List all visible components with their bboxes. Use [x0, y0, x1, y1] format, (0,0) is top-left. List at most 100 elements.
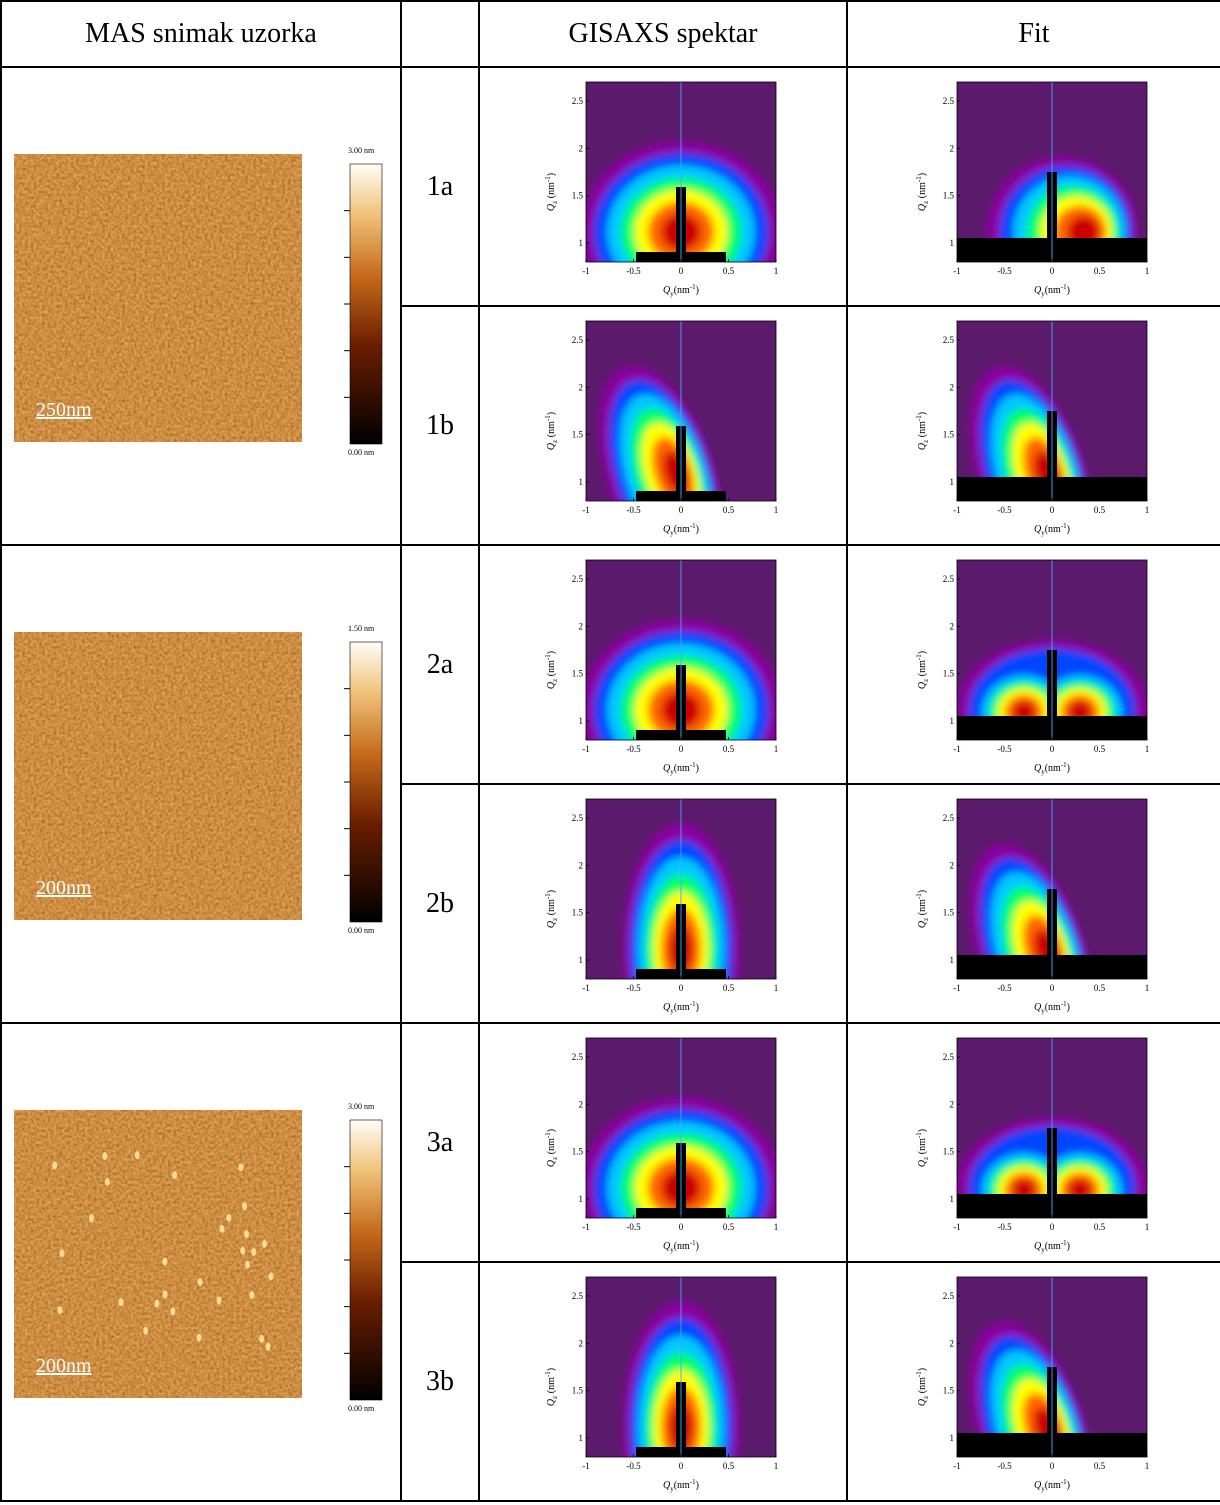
x-tick-label: 1 [774, 1222, 779, 1232]
y-axis-label: Qz (nm-1) [544, 412, 559, 450]
y-axis-label: Qz (nm-1) [544, 173, 559, 211]
x-tick-label: 0 [1050, 744, 1055, 754]
gisaxs-cell: -1 -0.5 0 0.5 1 1 1.5 2 2.5 Qy(nm-1) Qz (nm-1) [478, 544, 848, 785]
afm-cell: 200nm 3.00 nm 0.00 nm [0, 1022, 402, 1502]
x-tick-label: 0 [1050, 983, 1055, 993]
x-tick-label: 1 [774, 505, 779, 515]
y-tick-label: 2.5 [943, 1291, 955, 1301]
afm-cell: 250nm 3.00 nm 0.00 nm [0, 66, 402, 546]
x-tick-label: -1 [953, 1461, 961, 1471]
x-tick-label: -0.5 [626, 266, 641, 276]
x-tick-label: -1 [582, 505, 590, 515]
gisaxs-plot: -1 -0.5 0 0.5 1 1 1.5 2 2.5 Qy(nm-1) Qz (nm-1) [544, 559, 778, 776]
fit-plot: -1 -0.5 0 0.5 1 1 1.5 2 2.5 Qy(nm-1) Qz (nm-1) [915, 559, 1150, 776]
header-label [400, 0, 480, 68]
x-tick-label: -0.5 [997, 744, 1012, 754]
y-tick-label: 2.5 [943, 574, 955, 584]
gisaxs-cell: -1 -0.5 0 0.5 1 1 1.5 2 2.5 Qy(nm-1) Qz (nm-1) [478, 1261, 848, 1502]
x-tick-label: 1 [774, 266, 779, 276]
x-tick-label: -0.5 [997, 505, 1012, 515]
y-axis-label: Qz (nm-1) [915, 412, 930, 450]
fit-plot: -1 -0.5 0 0.5 1 1 1.5 2 2.5 Qy(nm-1) Qz (nm-1) [915, 1276, 1149, 1493]
y-tick-label: 2 [950, 1099, 955, 1109]
x-tick-label: -1 [582, 744, 590, 754]
colorbar-min-label: 0.00 nm [348, 926, 375, 935]
y-tick-label: 2 [579, 621, 584, 631]
x-axis-label: Qy(nm-1) [663, 1478, 699, 1493]
x-tick-label: -0.5 [626, 1461, 641, 1471]
x-tick-label: -1 [582, 266, 590, 276]
fit-plot: -1 -0.5 0 0.5 1 1 1.5 2 2.5 Qy(nm-1) Qz (nm-1) [915, 320, 1149, 537]
y-axis-label: Qz (nm-1) [915, 1368, 930, 1406]
x-tick-label: 0.5 [1094, 266, 1106, 276]
x-axis-label: Qy(nm-1) [1034, 283, 1070, 298]
x-tick-label: 1 [1145, 266, 1150, 276]
y-axis-label: Qz (nm-1) [915, 651, 930, 689]
x-tick-label: -1 [582, 1222, 590, 1232]
colorbar-max-label: 3.00 nm [348, 146, 375, 155]
header-gisaxs: GISAXS spektar [478, 0, 848, 68]
row-label: 2b [400, 783, 480, 1024]
x-tick-label: 0.5 [1094, 744, 1106, 754]
x-axis-label: Qy(nm-1) [663, 1239, 699, 1254]
x-axis-label: Qy(nm-1) [663, 283, 699, 298]
y-tick-label: 1.5 [572, 669, 584, 679]
y-tick-label: 2 [950, 1338, 955, 1348]
y-axis-label: Qz (nm-1) [915, 1129, 930, 1167]
y-axis-label: Qz (nm-1) [544, 651, 559, 689]
gisaxs-cell: -1 -0.5 0 0.5 1 1 1.5 2 2.5 Qy(nm-1) Qz (nm-1) [478, 66, 848, 307]
y-tick-label: 1 [579, 955, 584, 965]
y-tick-label: 1 [950, 955, 955, 965]
x-tick-label: 0 [679, 744, 684, 754]
figure-row: 3b -1 -0.5 0 0.5 1 1 1.5 2 2.5 Qy(nm-1) Qz (nm-1) -1… [1, 1261, 1220, 1502]
x-tick-label: 0.5 [1094, 983, 1106, 993]
y-tick-label: 1 [950, 238, 955, 248]
x-tick-label: 0.5 [1094, 1461, 1106, 1471]
y-tick-label: 2.5 [943, 1052, 955, 1062]
y-tick-label: 2 [579, 860, 584, 870]
row-label: 1a [400, 66, 480, 307]
gisaxs-plot: -1 -0.5 0 0.5 1 1 1.5 2 2.5 Qy(nm-1) Qz (nm-1) [544, 798, 778, 1015]
y-tick-label: 2 [950, 621, 955, 631]
x-tick-label: -0.5 [997, 1461, 1012, 1471]
x-tick-label: 0 [679, 1222, 684, 1232]
colorbar [344, 641, 383, 923]
x-axis-label: Qy(nm-1) [663, 522, 699, 537]
x-tick-label: 0 [1050, 1461, 1055, 1471]
x-tick-label: 1 [1145, 744, 1150, 754]
gisaxs-plot: -1 -0.5 0 0.5 1 1 1.5 2 2.5 Qy(nm-1) Qz (nm-1) [544, 1037, 779, 1254]
fit-plot: -1 -0.5 0 0.5 1 1 1.5 2 2.5 Qy(nm-1) Qz (nm-1) [915, 81, 1150, 298]
scale-bar-label: 200nm [36, 1355, 92, 1377]
x-tick-label: 0 [1050, 505, 1055, 515]
y-tick-label: 1.5 [572, 1386, 584, 1396]
x-axis-label: Qy(nm-1) [1034, 1478, 1070, 1493]
x-tick-label: 0.5 [1094, 505, 1106, 515]
header-afm: MAS snimak uzorka [0, 0, 402, 68]
x-tick-label: -1 [582, 1461, 590, 1471]
y-tick-label: 1.5 [572, 430, 584, 440]
y-tick-label: 2 [950, 382, 955, 392]
y-tick-label: 2.5 [572, 1291, 584, 1301]
gisaxs-cell: -1 -0.5 0 0.5 1 1 1.5 2 2.5 Qy(nm-1) Qz (nm-1) [478, 305, 848, 546]
x-tick-label: 1 [1145, 1222, 1150, 1232]
y-tick-label: 1 [950, 1194, 955, 1204]
afm-image [14, 632, 302, 920]
x-tick-label: -1 [953, 505, 961, 515]
x-axis-label: Qy(nm-1) [1034, 1239, 1070, 1254]
x-tick-label: 0 [679, 1461, 684, 1471]
y-tick-label: 2 [579, 143, 584, 153]
afm-image [14, 1110, 302, 1398]
fit-cell: -1 -0.5 0 0.5 1 1 1.5 2 2.5 Qy(nm-1) Qz (nm-1) [846, 544, 1220, 785]
x-tick-label: 0.5 [723, 1222, 735, 1232]
y-tick-label: 1.5 [943, 908, 955, 918]
y-axis-label: Qz (nm-1) [915, 173, 930, 211]
figure-row: 1b -1 -0.5 0 0.5 1 1 1.5 2 2.5 Qy(nm-1) Qz (nm-1) -1… [1, 305, 1220, 546]
header-fit: Fit [846, 0, 1220, 68]
afm-panel: 200nm 1.50 nm 0.00 nm [6, 624, 396, 944]
y-tick-label: 1 [579, 1433, 584, 1443]
x-axis-label: Qy(nm-1) [1034, 761, 1070, 776]
y-tick-label: 1 [950, 716, 955, 726]
x-tick-label: -1 [582, 983, 590, 993]
y-tick-label: 2.5 [572, 1052, 584, 1062]
